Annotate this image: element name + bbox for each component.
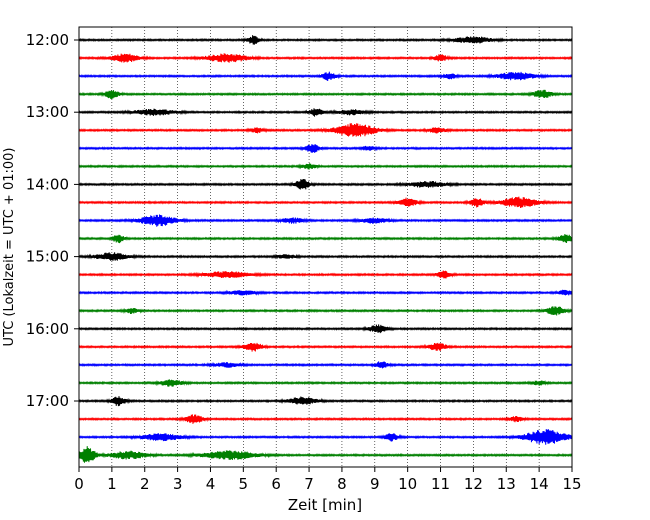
y-tick-label: 13:00 <box>26 103 69 121</box>
trace-line <box>78 53 573 63</box>
trace-line <box>78 178 573 190</box>
y-tick-label: 16:00 <box>26 320 69 338</box>
trace-line <box>78 163 573 170</box>
trace-line <box>78 396 573 407</box>
traces <box>78 35 573 463</box>
x-tick-label: 0 <box>74 475 84 493</box>
x-tick-label: 10 <box>398 475 417 493</box>
x-tick-label: 12 <box>464 475 483 493</box>
trace-line <box>78 379 573 387</box>
x-tick-label: 1 <box>107 475 117 493</box>
trace-line <box>78 361 573 369</box>
trace-line <box>78 414 573 424</box>
trace-line <box>78 108 573 117</box>
y-tick-label: 12:00 <box>26 31 69 49</box>
x-tick-label: 3 <box>173 475 183 493</box>
y-tick-label: 15:00 <box>26 248 69 266</box>
x-tick-label: 7 <box>304 475 314 493</box>
y-axis-label: UTC (Lokalzeit = UTC + 01:00) <box>2 148 17 347</box>
trace-line <box>78 252 573 261</box>
x-tick-label: 4 <box>206 475 216 493</box>
trace-line <box>78 143 573 153</box>
x-axis-ticks: 0 1 2 3 4 5 6 7 8 9 10 11 12 13 14 15 <box>74 467 582 493</box>
y-tick-label: 14:00 <box>26 175 69 193</box>
x-tick-label: 9 <box>370 475 380 493</box>
trace-line <box>78 289 573 296</box>
trace-line <box>78 446 573 463</box>
trace-line <box>78 270 573 279</box>
y-axis-ticks: 12:00 13:00 14:00 15:00 16:00 17:00 <box>26 31 79 410</box>
trace-line <box>78 71 573 81</box>
trace-line <box>78 233 573 244</box>
y-tick-label: 17:00 <box>26 392 69 410</box>
trace-line <box>78 35 573 45</box>
trace-line <box>78 342 573 352</box>
trace-line <box>78 306 573 316</box>
trace-line <box>78 196 573 208</box>
x-tick-label: 5 <box>239 475 249 493</box>
trace-line <box>78 123 573 137</box>
trace-line <box>78 429 573 445</box>
trace-line <box>78 324 573 334</box>
trace-line <box>78 214 573 227</box>
x-tick-label: 13 <box>497 475 516 493</box>
x-tick-label: 11 <box>431 475 450 493</box>
trace-line <box>78 89 573 100</box>
plot-frame <box>78 26 573 468</box>
x-tick-label: 14 <box>530 475 549 493</box>
x-tick-label: 2 <box>140 475 150 493</box>
grid-lines <box>111 27 540 467</box>
x-tick-label: 6 <box>271 475 281 493</box>
x-tick-label: 8 <box>337 475 347 493</box>
x-axis-label: Zeit [min] <box>288 496 362 514</box>
plot-background <box>79 27 572 467</box>
x-tick-label: 15 <box>562 475 581 493</box>
